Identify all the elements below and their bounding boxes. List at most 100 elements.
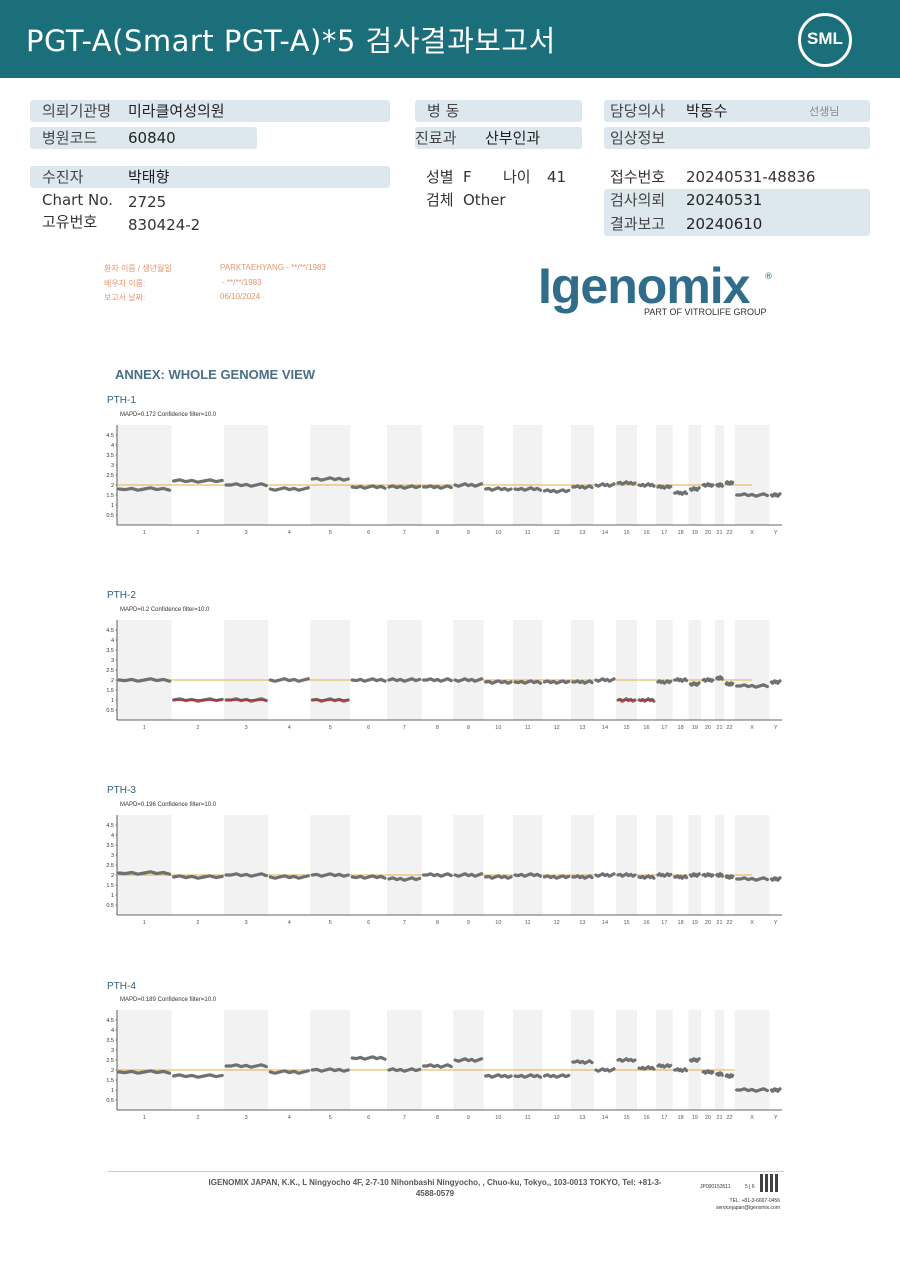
ward-row: 병 동 xyxy=(415,100,582,122)
chromosome-band xyxy=(453,815,484,915)
request-report-block: 검사의뢰 20240531 결과보고 20240610 xyxy=(604,189,870,236)
y-tick-label: 3 xyxy=(111,658,114,664)
data-segment xyxy=(224,482,268,488)
meta-name-label: 환자 이름 / 생년월일 xyxy=(104,264,172,273)
x-tick-label: 21 xyxy=(716,1115,722,1121)
data-segment xyxy=(656,484,673,490)
x-tick-label: 22 xyxy=(726,920,732,926)
data-segment xyxy=(656,1063,673,1069)
y-tick-label: 4.5 xyxy=(106,628,114,634)
data-segment xyxy=(724,1073,735,1079)
chart-4-name: PTH-4 xyxy=(107,981,136,992)
data-segment xyxy=(594,872,616,878)
chromosome-band xyxy=(224,1010,269,1110)
x-tick-label: 7 xyxy=(403,920,406,926)
chromosome-band xyxy=(570,815,594,915)
data-segment xyxy=(172,874,224,880)
x-tick-label: 14 xyxy=(602,530,608,536)
x-tick-label: 3 xyxy=(245,725,248,731)
x-tick-label: 5 xyxy=(329,725,332,731)
x-tick-label: 10 xyxy=(495,530,501,536)
y-tick-label: 4 xyxy=(111,1028,114,1034)
igenomix-tagline: PART OF VITROLIFE GROUP xyxy=(644,307,767,317)
x-tick-label: 4 xyxy=(288,530,291,536)
chart-3-subtitle: MAPD=0.196 Confidence filter=10.0 xyxy=(120,802,217,808)
y-tick-label: 4.5 xyxy=(106,433,114,439)
x-tick-label: 21 xyxy=(716,725,722,731)
data-segment xyxy=(542,1073,571,1079)
x-tick-label: 4 xyxy=(288,920,291,926)
x-tick-label: 12 xyxy=(554,725,560,731)
x-tick-label: 6 xyxy=(367,920,370,926)
x-tick-label: 22 xyxy=(726,725,732,731)
x-tick-label: 19 xyxy=(692,1115,698,1121)
x-tick-label: 1 xyxy=(143,530,146,536)
chart-3-name: PTH-3 xyxy=(107,785,136,796)
department-value: 산부인과 xyxy=(485,129,541,147)
chromosome-band xyxy=(453,425,484,525)
footer-email: servicejapan@igenomix.com xyxy=(716,1205,780,1211)
data-segment xyxy=(715,1071,724,1077)
x-tick-label: 1 xyxy=(143,1115,146,1121)
sex-value: F xyxy=(463,168,472,186)
chart-value: 2725 xyxy=(128,193,167,211)
x-tick-label: 12 xyxy=(554,530,560,536)
data-segment xyxy=(571,484,594,490)
x-tick-label: 18 xyxy=(678,530,684,536)
data-segment xyxy=(571,874,594,880)
chromosome-band xyxy=(310,620,351,720)
x-tick-label: 7 xyxy=(403,725,406,731)
data-segment xyxy=(117,486,172,492)
x-tick-label: 4 xyxy=(288,1115,291,1121)
x-tick-label: 8 xyxy=(436,530,439,536)
data-segment xyxy=(688,681,701,687)
chromosome-band xyxy=(117,425,172,525)
y-tick-label: 0.5 xyxy=(106,1098,114,1104)
data-segment xyxy=(616,480,637,486)
chart-4-subtitle: MAPD=0.189 Confidence filter=10.0 xyxy=(120,997,217,1003)
x-tick-label: 2 xyxy=(196,725,199,731)
x-tick-label: 19 xyxy=(692,725,698,731)
chromosome-band xyxy=(117,815,172,915)
institution-row: 의뢰기관명 미라클여성의원 xyxy=(30,100,390,122)
x-tick-label: 16 xyxy=(643,725,649,731)
annex-title: ANNEX: WHOLE GENOME VIEW xyxy=(115,367,316,382)
qr-code-icon xyxy=(760,1174,778,1192)
y-tick-label: 3.5 xyxy=(106,648,114,654)
chromosome-band xyxy=(714,815,725,915)
data-segment xyxy=(724,480,735,486)
data-segment xyxy=(673,677,689,683)
x-tick-label: Y xyxy=(774,725,778,731)
genome-chart-4: 4.543.532.521.510.51 2 3 4 5 6 7 8 9 10 11 12 13 14 15… xyxy=(106,1010,782,1121)
x-tick-label: 8 xyxy=(436,920,439,926)
x-tick-label: 11 xyxy=(525,1115,531,1121)
x-tick-label: 13 xyxy=(579,530,585,536)
x-tick-label: 3 xyxy=(245,530,248,536)
data-segment xyxy=(484,486,513,492)
x-tick-label: X xyxy=(750,920,754,926)
x-tick-label: Y xyxy=(774,1115,778,1121)
data-segment xyxy=(172,478,224,484)
id-value: 830424-2 xyxy=(128,216,201,234)
data-segment xyxy=(715,675,724,681)
chromosome-band xyxy=(734,815,770,915)
x-tick-label: 3 xyxy=(245,1115,248,1121)
footer-doc-code: JP000153511 xyxy=(700,1184,731,1190)
data-segment xyxy=(594,482,616,488)
data-segment xyxy=(422,677,453,683)
x-tick-label: 20 xyxy=(705,725,711,731)
x-tick-label: 11 xyxy=(525,920,531,926)
chromosome-band xyxy=(117,620,172,720)
data-segment xyxy=(594,1067,616,1073)
y-tick-label: 3 xyxy=(111,853,114,859)
chromosome-band xyxy=(688,815,702,915)
report-value: 20240610 xyxy=(686,215,763,233)
x-tick-label: 15 xyxy=(623,920,629,926)
data-segment xyxy=(453,1057,484,1063)
y-tick-label: 1 xyxy=(111,1088,114,1094)
y-tick-label: 4 xyxy=(111,833,114,839)
x-tick-label: 19 xyxy=(692,920,698,926)
doctor-value: 박동수 xyxy=(686,102,728,120)
data-segment xyxy=(513,486,543,492)
genome-chart-3: 4.543.532.521.510.51 2 3 4 5 6 7 8 9 10 11 12 13 14 15… xyxy=(106,815,782,926)
